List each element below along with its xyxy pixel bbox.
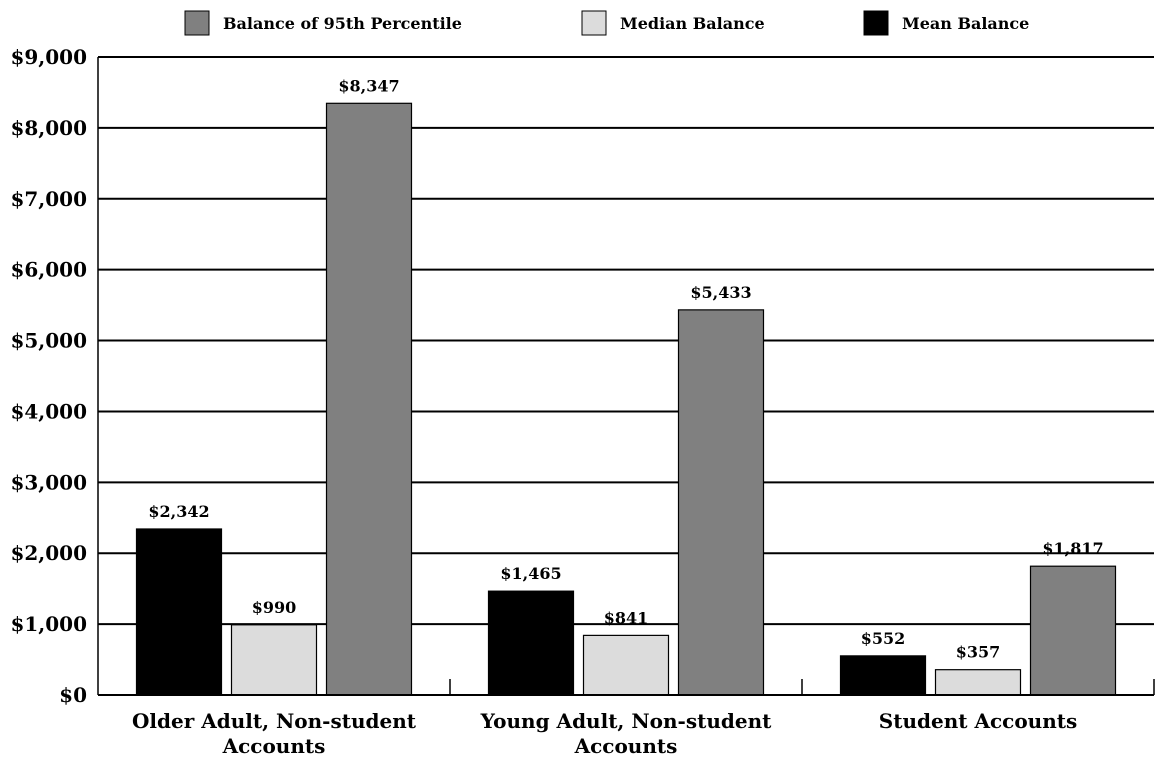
y-tick-label: $8,000 (10, 116, 87, 140)
legend-swatch (863, 10, 889, 36)
x-tick-label: Student Accounts (879, 709, 1077, 733)
legend-label: Balance of 95th Percentile (223, 14, 462, 33)
y-tick-label: $6,000 (10, 258, 87, 282)
y-tick-label: $5,000 (10, 329, 87, 353)
data-label: $5,433 (690, 283, 751, 302)
y-tick-label: $2,000 (10, 541, 87, 565)
legend-label: Median Balance (620, 14, 765, 33)
bar (1029, 565, 1117, 696)
data-label: $990 (252, 598, 297, 617)
data-label: $841 (604, 608, 649, 627)
bar (487, 590, 575, 696)
bar (839, 655, 927, 696)
y-tick-label: $7,000 (10, 187, 87, 211)
x-tick-label: Accounts (222, 734, 326, 758)
gridlines (98, 56, 1154, 626)
bars (135, 102, 1117, 696)
data-label: $552 (861, 629, 906, 648)
legend-swatch (184, 10, 210, 36)
bar (582, 634, 670, 696)
legend-swatch (581, 10, 607, 36)
bar (230, 624, 318, 696)
bar (325, 102, 413, 696)
x-tick-label: Older Adult, Non-student (132, 709, 417, 733)
data-label: $8,347 (338, 76, 399, 95)
data-label: $1,465 (500, 564, 561, 583)
bar (677, 309, 765, 696)
data-label: $357 (956, 643, 1001, 662)
legend: Balance of 95th Percentile Median Balance… (184, 10, 1029, 36)
y-tick-label: $1,000 (10, 612, 87, 636)
y-tick-label: $9,000 (10, 45, 87, 69)
y-tick-label: $3,000 (10, 470, 87, 494)
data-labels: $2,342 $990 $8,347 $1,465 $841 $5,433 $552 $357… (148, 76, 1103, 661)
x-tick-label: Accounts (574, 734, 678, 758)
bar (934, 669, 1022, 696)
axes: $0 $1,000 $2,000 $3,000 $4,000 $5,000 $6,000 $7… (10, 45, 1155, 758)
y-tick-label: $0 (59, 683, 87, 707)
data-label: $1,817 (1042, 539, 1103, 558)
x-tick-label: Young Adult, Non-student (480, 709, 772, 733)
y-tick-label: $4,000 (10, 399, 87, 423)
legend-label: Mean Balance (902, 14, 1029, 33)
data-label: $2,342 (148, 502, 209, 521)
bar (135, 528, 223, 696)
